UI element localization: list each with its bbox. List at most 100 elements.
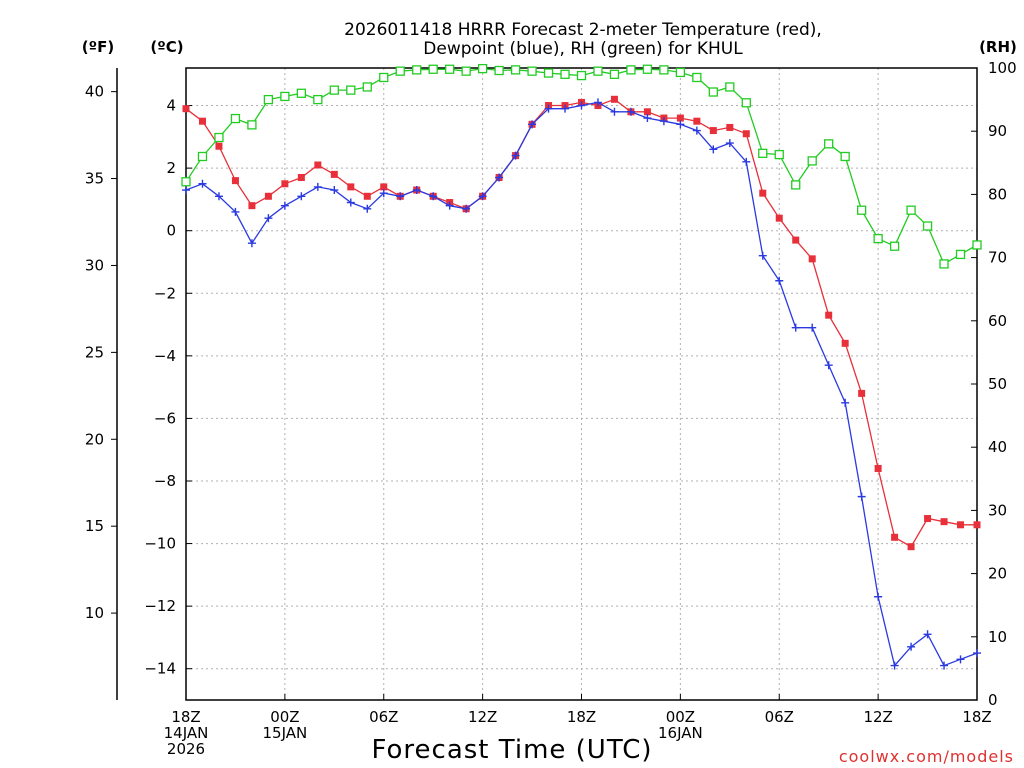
rh-point: [626, 65, 636, 75]
rh-point: [263, 94, 274, 105]
rh-point: [428, 64, 438, 74]
dewpoint-point: [791, 323, 800, 332]
rh-point: [939, 259, 949, 269]
rh-point: [576, 70, 587, 81]
rh-point: [824, 139, 834, 149]
x-tick-label-line: 14JAN: [164, 724, 209, 742]
temperature-point: [808, 255, 816, 263]
dewpoint-point: [182, 186, 190, 195]
dewpoint-point: [940, 661, 949, 670]
rh-point: [230, 113, 241, 124]
dewpoint-point: [478, 192, 487, 201]
dewpoint-point: [495, 173, 504, 182]
temperature-point: [198, 117, 206, 125]
fahrenheit-tick-label: 10: [85, 604, 104, 622]
dewpoint-point: [379, 189, 388, 198]
dewpoint-point: [363, 204, 372, 213]
rh-point: [906, 205, 916, 215]
rh-point: [774, 149, 784, 160]
rh-point: [725, 82, 735, 92]
fahrenheit-tick-label: 40: [85, 83, 104, 101]
dewpoint-point: [593, 98, 602, 107]
x-tick-label-line: 2026: [167, 740, 205, 758]
rh-point: [280, 91, 290, 102]
rh-point: [461, 66, 471, 76]
rh-point: [840, 151, 850, 162]
temperature-point: [825, 311, 833, 319]
rh-point: [477, 63, 488, 74]
rh-point: [593, 66, 603, 76]
dewpoint-point: [890, 661, 899, 670]
temperature-point: [709, 127, 717, 135]
dewpoint-point: [511, 151, 520, 160]
temperature-point: [973, 521, 981, 529]
grid-lines: [186, 68, 977, 700]
dewpoint-point: [709, 145, 718, 154]
x-tick-label-line: 00Z: [666, 708, 695, 726]
rh-point: [856, 205, 867, 215]
rh-point: [675, 67, 686, 78]
x-tick-label: 18Z: [962, 708, 991, 726]
rh-point: [955, 249, 966, 260]
x-tick-label: 00Z 16JAN: [658, 708, 703, 742]
x-tick-label-line: 15JAN: [263, 724, 308, 742]
x-tick-label-line: 16JAN: [658, 724, 703, 742]
dewpoint-point: [610, 107, 619, 116]
fahrenheit-tick-label: 25: [85, 343, 104, 361]
rh-point: [708, 87, 718, 97]
fahrenheit-tick-label: 20: [85, 430, 104, 448]
rh-point: [296, 88, 307, 98]
rh-point: [395, 66, 405, 76]
x-tick-label-line: 18Z: [962, 708, 991, 726]
rh-point: [543, 68, 554, 78]
temperature-point: [215, 142, 223, 150]
celsius-tick-label: −4: [154, 347, 176, 365]
dewpoint-point: [198, 179, 207, 188]
rh-point: [659, 65, 669, 75]
dewpoint-point: [346, 198, 355, 207]
temperature-point: [363, 192, 371, 200]
temperature-point: [907, 543, 915, 551]
celsius-tick-label: 0: [166, 222, 176, 240]
rh-point: [741, 98, 751, 108]
temperature-point: [231, 177, 239, 185]
dewpoint-point: [561, 104, 570, 113]
temperature-point: [792, 236, 800, 244]
rh-tick-label: 70: [988, 249, 1007, 267]
dewpoint-point: [907, 642, 916, 651]
dewpoint-point: [808, 323, 817, 332]
rh-point: [346, 85, 356, 95]
rh-point: [313, 94, 323, 105]
rh-point: [412, 65, 422, 75]
temperature-point: [693, 117, 701, 125]
rh-tick-label: 20: [988, 565, 1007, 583]
data-series: [181, 63, 982, 670]
dewpoint-point: [396, 192, 405, 201]
x-tick-label: 18Z: [567, 708, 596, 726]
temperature-point: [841, 339, 849, 347]
dewpoint-point: [956, 655, 965, 664]
temperature-point: [676, 114, 684, 122]
dewpoint-point: [659, 117, 668, 126]
dewpoint-point: [445, 201, 454, 210]
dewpoint-point: [874, 592, 883, 601]
dewpoint-point: [824, 361, 833, 370]
celsius-tick-label: −14: [144, 660, 176, 678]
rh-point: [642, 64, 653, 74]
rh-point: [560, 69, 570, 79]
temperature-point: [264, 192, 272, 200]
dewpoint-point: [429, 192, 438, 201]
dewpoint-point: [692, 126, 701, 135]
x-tick-label-line: 00Z: [270, 708, 299, 726]
rh-point: [527, 66, 537, 76]
dewpoint-point: [725, 139, 734, 148]
temperature-point: [347, 183, 355, 191]
dewpoint-point: [643, 114, 652, 123]
x-tick-label: 06Z: [369, 708, 398, 726]
rh-point: [889, 241, 900, 251]
x-tick-label: 18Z 14JAN 2026: [164, 708, 209, 758]
rh-point: [214, 132, 224, 143]
dewpoint-point: [857, 492, 866, 501]
dewpoint-point: [247, 239, 256, 248]
